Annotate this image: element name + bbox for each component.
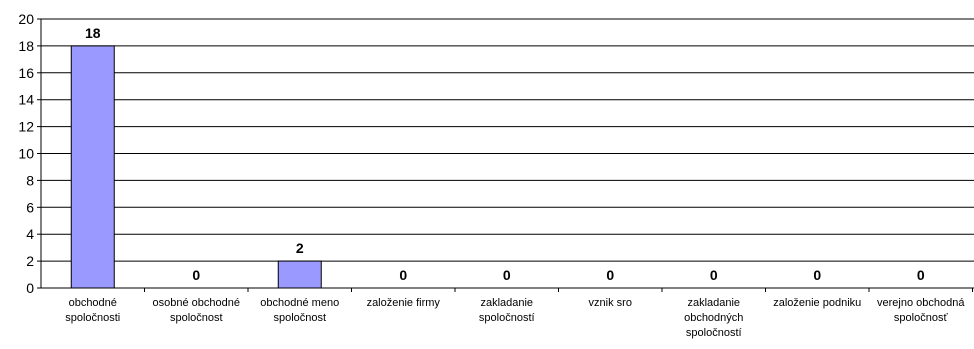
x-tick-label: vznik sro — [589, 297, 632, 309]
y-tick-label: 10 — [18, 146, 34, 162]
y-tick-label: 0 — [26, 280, 34, 296]
data-label: 0 — [606, 267, 614, 283]
x-tick-label: zakladanie spoločností — [479, 297, 535, 324]
x-tick-label-line: spoločnost — [273, 312, 326, 324]
x-tick-label: verejno obchodná spoločnosť — [877, 297, 965, 324]
data-label: 0 — [710, 267, 718, 283]
x-tick-label-line: verejno obchodná — [877, 297, 965, 309]
x-tick-label: založenie podniku — [773, 297, 861, 309]
data-labels: 18 0 2 0 0 0 0 0 0 — [85, 25, 925, 283]
y-tick-label: 18 — [18, 38, 34, 54]
y-tick-label: 4 — [26, 226, 34, 242]
y-axis: 0 2 4 6 8 10 12 14 16 18 20 — [18, 11, 42, 296]
y-tick-label: 20 — [18, 11, 34, 27]
y-tick-label: 14 — [18, 92, 34, 108]
x-tick-label: obchodné spoločnosti — [65, 297, 120, 324]
data-label: 2 — [296, 240, 304, 256]
bar — [277, 260, 322, 289]
x-tick-label-line: založenie firmy — [367, 297, 441, 309]
x-tick-label-line: zakladanie — [687, 297, 740, 309]
y-tick-label: 8 — [26, 172, 34, 188]
data-label: 0 — [399, 267, 407, 283]
y-tick-label: 2 — [26, 253, 34, 269]
data-label: 0 — [917, 267, 925, 283]
x-tick-label-line: osobné obchodné — [153, 297, 240, 309]
x-tick-label-line: spoločností — [686, 327, 742, 339]
x-tick-label: osobné obchodné spoločnost — [153, 297, 240, 324]
x-tick-label-line: založenie podniku — [773, 297, 861, 309]
x-tick-label-line: obchodné meno — [260, 297, 339, 309]
gridlines — [41, 18, 974, 262]
x-tick-label-line: obchodných — [684, 312, 743, 324]
y-tick-label: 6 — [26, 199, 34, 215]
x-tick-label-line: spoločností — [479, 312, 535, 324]
bars — [70, 45, 322, 289]
data-label: 0 — [192, 267, 200, 283]
x-axis: obchodné spoločnosti osobné obchodné spoloč… — [41, 287, 974, 339]
bar — [70, 45, 115, 289]
x-tick-label: založenie firmy — [367, 297, 441, 309]
y-tick-label: 12 — [18, 119, 34, 135]
data-label: 0 — [813, 267, 821, 283]
x-tick-label-line: zakladanie — [480, 297, 533, 309]
data-label: 0 — [503, 267, 511, 283]
y-tick-label: 16 — [18, 65, 34, 81]
x-tick-label-line: spoločnosť — [894, 312, 949, 324]
x-tick-label-line: spoločnost — [170, 312, 223, 324]
x-tick-label: obchodné meno spoločnost — [260, 297, 339, 324]
x-tick-label: zakladanie obchodných spoločností — [684, 297, 743, 339]
data-label: 18 — [85, 25, 101, 41]
x-tick-label-line: spoločnosti — [65, 312, 120, 324]
x-tick-label-line: obchodné — [69, 297, 117, 309]
x-tick-label-line: vznik sro — [589, 297, 632, 309]
